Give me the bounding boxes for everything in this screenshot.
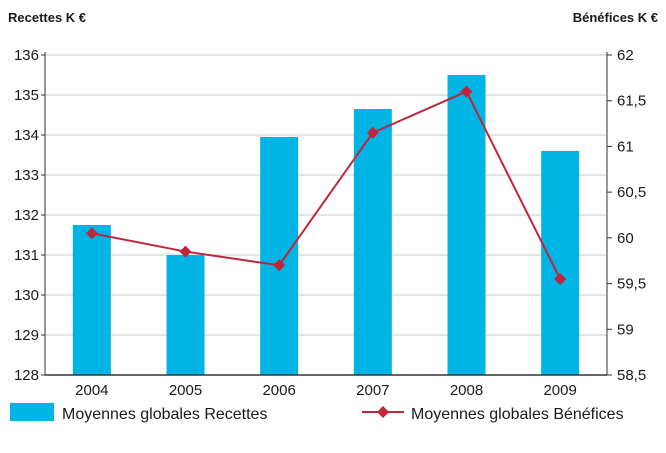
labels: 128 129 130 131 132 133 134 135 136 58,5 59 59,5 60 6… xyxy=(14,47,646,399)
legend-benefices-label: Moyennes globales Bénéfices xyxy=(411,406,624,423)
left-tick-label: 134 xyxy=(14,127,39,144)
benefices-marker-2004 xyxy=(85,227,98,240)
right-tick-label: 58,5 xyxy=(617,367,646,384)
right-tick-label: 60,5 xyxy=(617,184,646,201)
bar-2007 xyxy=(353,109,392,375)
left-tick-label: 132 xyxy=(14,207,39,224)
right-tick-label: 61 xyxy=(617,138,634,155)
category-label: 2008 xyxy=(450,382,483,399)
bar-2009 xyxy=(541,151,580,375)
legend: Moyennes globales Recettes Moyennes glob… xyxy=(10,403,624,423)
right-tick-label: 59,5 xyxy=(617,276,646,293)
category-label: 2004 xyxy=(75,382,108,399)
category-label: 2009 xyxy=(543,382,576,399)
axes xyxy=(41,52,612,376)
left-tick-label: 131 xyxy=(14,247,39,264)
benefices-marker-2006 xyxy=(273,259,286,272)
category-label: 2007 xyxy=(356,382,389,399)
benefices-marker-2005 xyxy=(179,245,192,258)
benefices-marker-2008 xyxy=(460,85,473,98)
right-tick-label: 60 xyxy=(617,230,634,247)
left-tick-label: 135 xyxy=(14,87,39,104)
left-tick-label: 133 xyxy=(14,167,39,184)
bar-2006 xyxy=(260,137,299,375)
left-tick-label: 128 xyxy=(14,367,39,384)
left-axis-title: Recettes K € xyxy=(8,10,86,25)
left-tick-label: 130 xyxy=(14,287,39,304)
grid-lines xyxy=(45,54,607,376)
bar-2008 xyxy=(447,75,486,375)
right-tick-label: 62 xyxy=(617,47,634,64)
legend-benefices-marker xyxy=(377,406,389,418)
benefices-line xyxy=(91,90,562,280)
left-tick-label: 136 xyxy=(14,47,39,64)
legend-recettes-label: Moyennes globales Recettes xyxy=(62,406,267,423)
left-tick-label: 129 xyxy=(14,327,39,344)
bar-series xyxy=(72,75,580,375)
benefices-marker-2009 xyxy=(554,273,567,285)
benefices-marker-2007 xyxy=(366,126,379,139)
right-axis-title: Bénéfices K € xyxy=(573,10,658,25)
right-tick-label: 61,5 xyxy=(617,93,646,110)
right-tick-label: 59 xyxy=(617,321,634,338)
line-series xyxy=(85,85,567,285)
category-label: 2006 xyxy=(262,382,295,399)
bar-2005 xyxy=(166,255,205,375)
category-label: 2005 xyxy=(169,382,202,399)
bar-2004 xyxy=(72,225,111,375)
legend-recettes-swatch xyxy=(10,403,54,421)
